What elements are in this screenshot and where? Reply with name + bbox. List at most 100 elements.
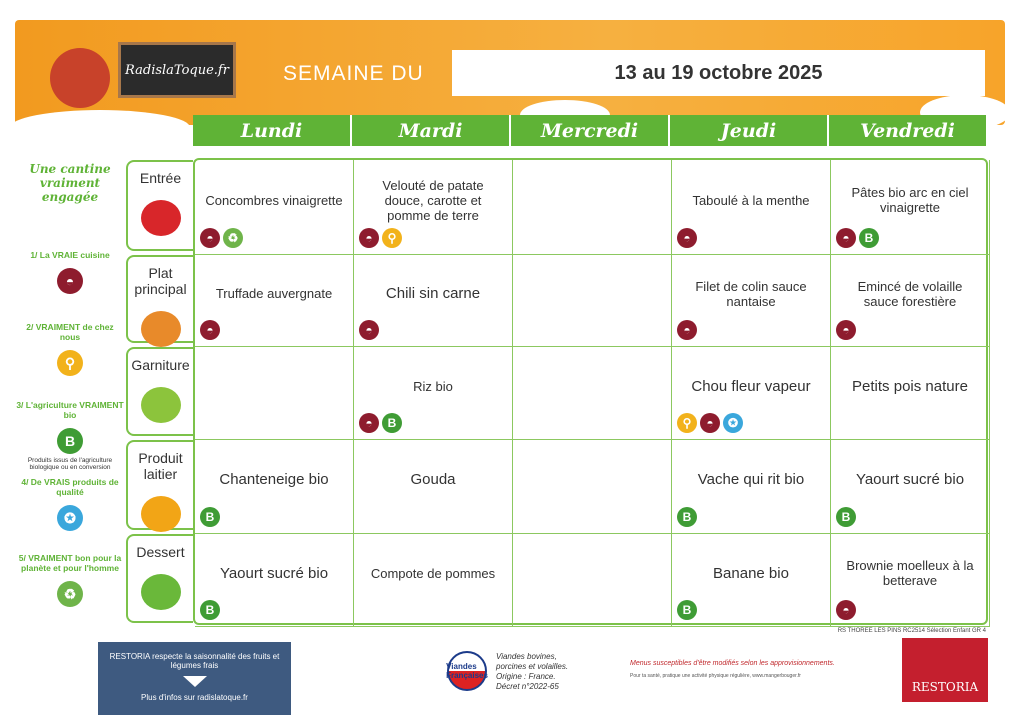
bio-icon: B [200, 507, 220, 527]
dish-name: Truffade auvergnate [215, 286, 333, 301]
day-header-1: Mardi [352, 115, 511, 146]
dish-name: Banane bio [713, 564, 789, 582]
week-dates: 13 au 19 octobre 2025 [452, 50, 985, 96]
dish-name: Vache qui rit bio [697, 471, 805, 488]
legend-label: 4/ De VRAIS produits de qualité [21, 477, 119, 497]
day-header-3: Jeudi [670, 115, 829, 146]
local-icon: ⚲ [57, 350, 83, 376]
row-label-0: Entrée [126, 160, 193, 251]
menu-cell: Truffade auvergnate ◓ [195, 255, 354, 347]
planet-icon: ♻ [223, 228, 243, 248]
local-icon: ⚲ [382, 228, 402, 248]
cloud-decoration [10, 110, 190, 145]
course-name: Entrée [139, 170, 182, 186]
menu-cell: Riz bio ◓ B [354, 347, 513, 440]
menu-cell [513, 347, 672, 440]
dish-name: Yaourt sucré bio [855, 471, 965, 488]
tomato-icon [140, 200, 181, 236]
menu-cell: Banane bio B [672, 534, 831, 627]
cheese-icon [140, 496, 181, 532]
week-label: SEMAINE DU [283, 62, 424, 85]
menu-cell: Vache qui rit bio B [672, 440, 831, 534]
bio-icon: B [836, 507, 856, 527]
cook-icon: ◓ [200, 320, 220, 340]
menu-cell: Brownie moelleux à la betterave ◓ [831, 534, 990, 627]
legend-item-1: 2/ VRAIMENT de chez nous ⚲ [15, 322, 125, 376]
dish-name: Chili sin carne [385, 285, 481, 302]
menu-cell: Taboulé à la menthe ◓ [672, 160, 831, 255]
menu-cell: Pâtes bio arc en ciel vinaigrette ◓ B [831, 160, 990, 255]
cook-icon: ◓ [836, 320, 856, 340]
dish-name: Emincé de volaille sauce forestière [857, 278, 963, 309]
menu-cell: Concombres vinaigrette ◓ ♻ [195, 160, 354, 255]
arrow-down-icon [182, 676, 207, 687]
seasonality-banner: RESTORIA respecte la saisonnalité des fr… [98, 642, 291, 715]
bio-icon: B [677, 507, 697, 527]
legend-item-4: 5/ VRAIMENT bon pour la planète et pour … [15, 553, 125, 607]
menu-cell: Chili sin carne ◓ [354, 255, 513, 347]
menu-cell: Chou fleur vapeur ⚲ ◓ ✪ [672, 347, 831, 440]
restoria-logo: RESTORIA [902, 638, 988, 702]
seasonality-text: RESTORIA respecte la saisonnalité des fr… [109, 652, 280, 670]
cook-icon: ◓ [359, 228, 379, 248]
site-logo: RadislaToque.fr [118, 42, 236, 98]
health-message: Pour ta santé, pratique une activité phy… [630, 673, 801, 679]
cook-icon: ◓ [359, 320, 379, 340]
planet-icon: ♻ [57, 581, 83, 607]
meat-origin-text: Viandes bovines, porcines et volailles. … [496, 652, 569, 691]
legend-item-0: 1/ La VRAIE cuisine ◓ [15, 250, 125, 294]
day-header-0: Lundi [193, 115, 352, 146]
cook-icon: ◓ [200, 228, 220, 248]
quality-icon: ✪ [57, 505, 83, 531]
course-name: Plat principal [134, 265, 187, 297]
quality-icon: ✪ [723, 413, 743, 433]
dish-name: Pâtes bio arc en ciel vinaigrette [851, 185, 969, 215]
bio-icon: B [200, 600, 220, 620]
cook-icon: ◓ [57, 268, 83, 294]
legend-label: 3/ L'agriculture VRAIMENT bio [16, 400, 124, 420]
menu-cell [513, 160, 672, 255]
menu-cell: Velouté de patate douce, carotte et pomm… [354, 160, 513, 255]
dish-name: Chou fleur vapeur [691, 377, 811, 395]
dish-name: Riz bio [413, 378, 453, 394]
legend-note: Produits issus de l'agriculture biologiq… [27, 457, 113, 471]
dish-name: Filet de colin sauce nantaise [695, 278, 807, 309]
course-name: Produit laitier [138, 450, 183, 482]
menu-cell: Chanteneige bio B [195, 440, 354, 534]
menu-cell: Petits pois nature [831, 347, 990, 440]
local-icon: ⚲ [677, 413, 697, 433]
apple-icon [140, 574, 181, 610]
menu-grid: Concombres vinaigrette ◓ ♻ Velouté de patat… [193, 158, 990, 627]
menu-cell [513, 440, 672, 534]
day-header-4: Vendredi [829, 115, 988, 146]
bio-icon: B [57, 428, 83, 454]
dish-name: Gouda [410, 471, 456, 488]
legend-label: 2/ VRAIMENT de chez nous [26, 322, 114, 342]
pea-pod-icon [140, 387, 181, 423]
menu-cell: Yaourt sucré bio B [831, 440, 990, 534]
course-name: Dessert [136, 544, 185, 560]
legend-title: Une cantine vraiment engagée [29, 162, 111, 204]
cook-icon: ◓ [359, 413, 379, 433]
row-label-2: Garniture [126, 347, 193, 436]
menu-cell: Gouda [354, 440, 513, 534]
menu-reference: RS THOREE LES PINS RC2514 Sélection Enfa… [837, 628, 986, 634]
legend-label: 1/ La VRAIE cuisine [30, 250, 110, 260]
dish-name: Yaourt sucré bio [219, 564, 329, 582]
dish-name: Velouté de patate douce, carotte et pomm… [382, 177, 484, 223]
menu-cell: Emincé de volaille sauce forestière ◓ [831, 255, 990, 347]
info-link[interactable]: Plus d'infos sur radislatoque.fr [141, 693, 248, 702]
menu-cell [195, 347, 354, 440]
dish-name: Brownie moelleux à la betterave [846, 558, 974, 588]
menu-cell: Filet de colin sauce nantaise ◓ [672, 255, 831, 347]
legend-item-3: 4/ De VRAIS produits de qualité ✪ [15, 477, 125, 531]
dish-name: Petits pois nature [852, 377, 968, 395]
cook-icon: ◓ [700, 413, 720, 433]
row-label-1: Plat principal [126, 255, 193, 347]
menu-cell: Yaourt sucré bio B [195, 534, 354, 627]
cook-icon: ◓ [836, 600, 856, 620]
menu-cell [513, 255, 672, 347]
dish-name: Chanteneige bio [219, 471, 329, 488]
menu-cell: Compote de pommes [354, 534, 513, 627]
chef-mascot-icon [50, 48, 110, 108]
